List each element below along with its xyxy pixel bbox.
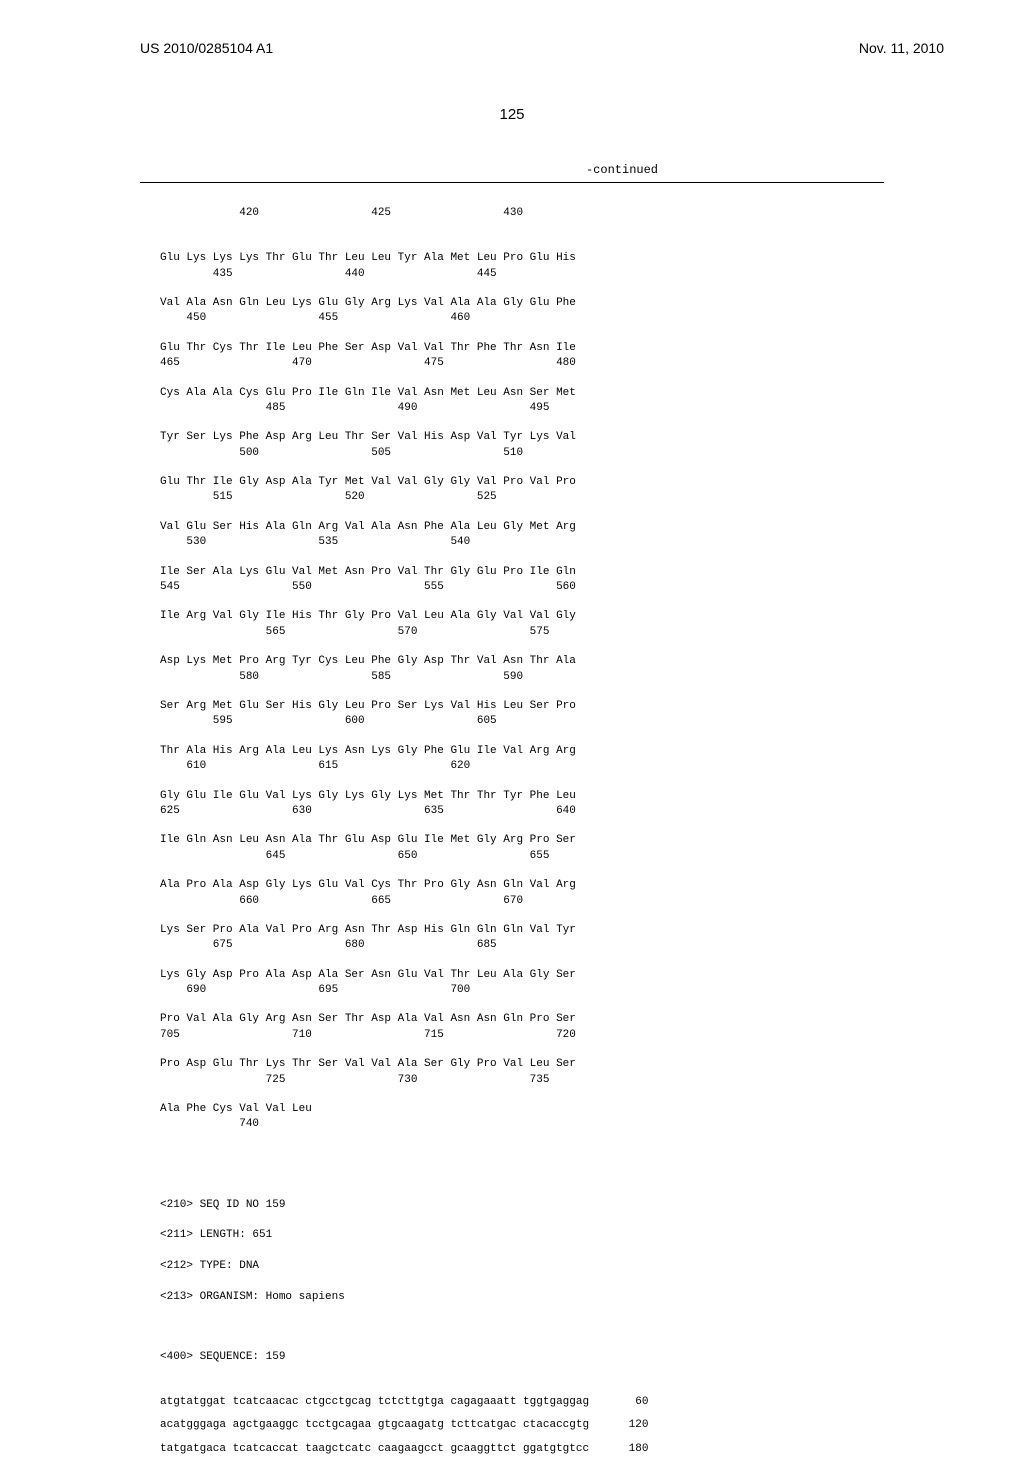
position-line: 725 730 735 — [160, 1073, 884, 1088]
horizontal-rule — [140, 182, 884, 183]
amino-acid-line: Glu Thr Cys Thr Ile Leu Phe Ser Asp Val … — [160, 341, 884, 356]
continued-label: -continued — [0, 163, 1024, 177]
publication-number: US 2010/0285104 A1 — [140, 40, 273, 56]
amino-acid-line: Pro Asp Glu Thr Lys Thr Ser Val Val Ala … — [160, 1057, 884, 1072]
amino-acid-line: Lys Ser Pro Ala Val Pro Arg Asn Thr Asp … — [160, 923, 884, 938]
amino-acid-block: Ser Arg Met Glu Ser His Gly Leu Pro Ser … — [160, 699, 884, 730]
amino-acid-block: Lys Ser Pro Ala Val Pro Arg Asn Thr Asp … — [160, 923, 884, 954]
amino-acid-line: Ile Gln Asn Leu Asn Ala Thr Glu Asp Glu … — [160, 833, 884, 848]
position-line: 625 630 635 640 — [160, 804, 884, 819]
page-number: 125 — [0, 106, 1024, 123]
amino-acid-line: Pro Val Ala Gly Arg Asn Ser Thr Asp Ala … — [160, 1012, 884, 1027]
amino-acid-line: Glu Lys Lys Lys Thr Glu Thr Leu Leu Tyr … — [160, 251, 884, 266]
amino-acid-block: Cys Ala Ala Cys Glu Pro Ile Gln Ile Val … — [160, 386, 884, 417]
position-line: 690 695 700 — [160, 983, 884, 998]
amino-acid-block: Val Ala Asn Gln Leu Lys Glu Gly Arg Lys … — [160, 296, 884, 327]
dna-sequence-line: tatgatgaca tcatcaccat taagctcatc caagaag… — [160, 1442, 884, 1457]
amino-acid-line: Tyr Ser Lys Phe Asp Arg Leu Thr Ser Val … — [160, 430, 884, 445]
amino-acid-line: Lys Gly Asp Pro Ala Asp Ala Ser Asn Glu … — [160, 968, 884, 983]
seq-id: <210> SEQ ID NO 159 — [160, 1198, 884, 1213]
dna-sequence-line: atgtatggat tcatcaacac ctgcctgcag tctcttg… — [160, 1395, 884, 1410]
position-line: 465 470 475 480 — [160, 356, 884, 371]
amino-acid-line: Val Glu Ser His Ala Gln Arg Val Ala Asn … — [160, 520, 884, 535]
position-line: 450 455 460 — [160, 311, 884, 326]
position-line: 530 535 540 — [160, 535, 884, 550]
sequence-label: <400> SEQUENCE: 159 — [160, 1350, 884, 1365]
amino-acid-line: Ile Ser Ala Lys Glu Val Met Asn Pro Val … — [160, 565, 884, 580]
position-line: 675 680 685 — [160, 938, 884, 953]
amino-acid-block: Gly Glu Ile Glu Val Lys Gly Lys Gly Lys … — [160, 789, 884, 820]
amino-acid-line: Ala Phe Cys Val Val Leu — [160, 1102, 884, 1117]
amino-acid-block: Ile Arg Val Gly Ile His Thr Gly Pro Val … — [160, 609, 884, 640]
amino-acid-block: Ile Ser Ala Lys Glu Val Met Asn Pro Val … — [160, 565, 884, 596]
amino-acid-block: Glu Thr Cys Thr Ile Leu Phe Ser Asp Val … — [160, 341, 884, 372]
amino-acid-line: Ile Arg Val Gly Ile His Thr Gly Pro Val … — [160, 609, 884, 624]
amino-acid-line: Glu Thr Ile Gly Asp Ala Tyr Met Val Val … — [160, 475, 884, 490]
amino-acid-block: Glu Thr Ile Gly Asp Ala Tyr Met Val Val … — [160, 475, 884, 506]
amino-acid-block: Glu Lys Lys Lys Thr Glu Thr Leu Leu Tyr … — [160, 251, 884, 282]
amino-acid-line: Ala Pro Ala Asp Gly Lys Glu Val Cys Thr … — [160, 878, 884, 893]
amino-acid-block: Val Glu Ser His Ala Gln Arg Val Ala Asn … — [160, 520, 884, 551]
amino-acid-block: Ile Gln Asn Leu Asn Ala Thr Glu Asp Glu … — [160, 833, 884, 864]
position-line: 485 490 495 — [160, 401, 884, 416]
position-line: 660 665 670 — [160, 894, 884, 909]
amino-acid-block: Thr Ala His Arg Ala Leu Lys Asn Lys Gly … — [160, 744, 884, 775]
position-line: 610 615 620 — [160, 759, 884, 774]
amino-acid-line: Cys Ala Ala Cys Glu Pro Ile Gln Ile Val … — [160, 386, 884, 401]
position-line: 500 505 510 — [160, 446, 884, 461]
position-line: 545 550 555 560 — [160, 580, 884, 595]
position-line: 435 440 445 — [160, 267, 884, 282]
position-row: 420 425 430 — [160, 206, 884, 221]
header: US 2010/0285104 A1 Nov. 11, 2010 — [0, 0, 1024, 66]
seq-type: <212> TYPE: DNA — [160, 1259, 884, 1274]
amino-acid-block: Lys Gly Asp Pro Ala Asp Ala Ser Asn Glu … — [160, 968, 884, 999]
position-line: 515 520 525 — [160, 490, 884, 505]
amino-acid-block: Pro Asp Glu Thr Lys Thr Ser Val Val Ala … — [160, 1057, 884, 1088]
dna-sequence-line: acatgggaga agctgaaggc tcctgcagaa gtgcaag… — [160, 1418, 884, 1433]
amino-acid-line: Asp Lys Met Pro Arg Tyr Cys Leu Phe Gly … — [160, 654, 884, 669]
position-line: 595 600 605 — [160, 714, 884, 729]
position-line: 565 570 575 — [160, 625, 884, 640]
position-line: 740 — [160, 1117, 884, 1132]
amino-acid-line: Thr Ala His Arg Ala Leu Lys Asn Lys Gly … — [160, 744, 884, 759]
amino-acid-line: Gly Glu Ile Glu Val Lys Gly Lys Gly Lys … — [160, 789, 884, 804]
amino-acid-block: Ala Pro Ala Asp Gly Lys Glu Val Cys Thr … — [160, 878, 884, 909]
position-line: 705 710 715 720 — [160, 1028, 884, 1043]
amino-acid-block: Pro Val Ala Gly Arg Asn Ser Thr Asp Ala … — [160, 1012, 884, 1043]
amino-acid-line: Val Ala Asn Gln Leu Lys Glu Gly Arg Lys … — [160, 296, 884, 311]
amino-acid-block: Asp Lys Met Pro Arg Tyr Cys Leu Phe Gly … — [160, 654, 884, 685]
amino-acid-block: Ala Phe Cys Val Val Leu 740 — [160, 1102, 884, 1133]
seq-length: <211> LENGTH: 651 — [160, 1228, 884, 1243]
sequence-content: 420 425 430 Glu Lys Lys Lys Thr Glu Thr … — [0, 191, 1024, 1480]
publication-date: Nov. 11, 2010 — [859, 40, 944, 56]
seq-metadata: <210> SEQ ID NO 159 <211> LENGTH: 651 <2… — [160, 1182, 884, 1321]
amino-acid-block: Tyr Ser Lys Phe Asp Arg Leu Thr Ser Val … — [160, 430, 884, 461]
position-line: 580 585 590 — [160, 670, 884, 685]
seq-organism: <213> ORGANISM: Homo sapiens — [160, 1290, 884, 1305]
position-line: 645 650 655 — [160, 849, 884, 864]
amino-acid-line: Ser Arg Met Glu Ser His Gly Leu Pro Ser … — [160, 699, 884, 714]
